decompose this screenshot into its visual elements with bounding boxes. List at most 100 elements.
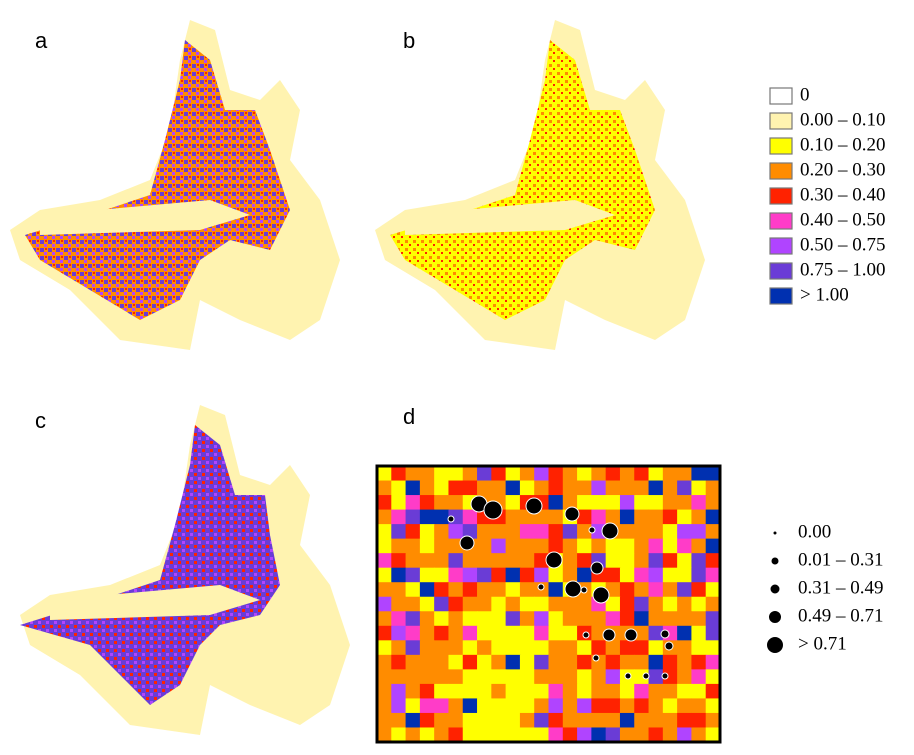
grid-cell [677, 524, 692, 539]
grid-cell [649, 611, 664, 626]
grid-cell [406, 539, 421, 554]
grid-cell [448, 669, 463, 684]
point [565, 507, 579, 521]
grid-cell [520, 611, 535, 626]
point [593, 587, 609, 603]
grid-cell [463, 684, 478, 699]
grid-cell [491, 684, 506, 699]
grid-cell [677, 597, 692, 612]
grid-cell [606, 510, 621, 525]
grid-cell [463, 713, 478, 728]
grid-cell [434, 597, 449, 612]
grid-cell [606, 466, 621, 481]
grid-cell [391, 495, 406, 510]
grid-cell [691, 640, 706, 655]
grid-cell [391, 640, 406, 655]
grid-cell [677, 495, 692, 510]
grid-cell [377, 626, 392, 641]
grid-cell [706, 713, 721, 728]
point [665, 642, 673, 650]
point [546, 552, 562, 568]
grid-cell [434, 553, 449, 568]
grid-cell [391, 481, 406, 496]
grid-cell [406, 626, 421, 641]
grid-cell [420, 698, 435, 713]
grid-cell [506, 698, 521, 713]
grid-cell [520, 597, 535, 612]
point [526, 498, 542, 514]
grid-cell [620, 524, 635, 539]
grid-cell [520, 568, 535, 583]
grid-cell [677, 481, 692, 496]
grid-cell [620, 582, 635, 597]
grid-cell [606, 655, 621, 670]
grid-cell [463, 553, 478, 568]
point [484, 501, 502, 519]
grid-cell [563, 568, 578, 583]
grid-cell [591, 698, 606, 713]
grid-cell [634, 611, 649, 626]
grid-cell [677, 640, 692, 655]
grid-cell [448, 655, 463, 670]
grid-cell [448, 481, 463, 496]
grid-cell [577, 698, 592, 713]
grid-cell [534, 640, 549, 655]
grid-cell [391, 727, 406, 742]
grid-cell [391, 568, 406, 583]
grid-cell [591, 611, 606, 626]
legend-label: 0.40 – 0.50 [800, 209, 886, 230]
legend-point [770, 584, 780, 594]
grid-cell [420, 466, 435, 481]
grid-cell [620, 713, 635, 728]
grid-cell [706, 597, 721, 612]
legend-label: 0.31 – 0.49 [798, 577, 884, 598]
grid-cell [506, 539, 521, 554]
grid-cell [620, 481, 635, 496]
legend-point [769, 611, 782, 624]
grid-cell [663, 466, 678, 481]
grid-cell [563, 684, 578, 699]
grid-cell [463, 510, 478, 525]
grid-cell [434, 698, 449, 713]
grid-cell [634, 495, 649, 510]
grid-cell [534, 713, 549, 728]
panel-label: c [35, 408, 46, 433]
grid-cell [534, 727, 549, 742]
legend-swatch [770, 288, 792, 304]
grid-cell [706, 727, 721, 742]
grid-cell [420, 727, 435, 742]
legend-label: 0.30 – 0.40 [800, 184, 886, 205]
grid-cell [420, 684, 435, 699]
grid-cell [706, 553, 721, 568]
legend-label: 0.50 – 0.75 [800, 234, 886, 255]
grid-cell [706, 495, 721, 510]
grid-cell [577, 466, 592, 481]
grid-cell [506, 713, 521, 728]
grid-cell [620, 495, 635, 510]
legend-swatch [770, 163, 792, 179]
grid-cell [406, 466, 421, 481]
grid-cell [463, 626, 478, 641]
grid-cell [377, 495, 392, 510]
grid-cell [520, 640, 535, 655]
grid-cell [677, 626, 692, 641]
grid-cell [506, 655, 521, 670]
grid-cell [534, 655, 549, 670]
grid-cell [691, 510, 706, 525]
panel-label: b [403, 28, 415, 53]
grid-cell [534, 597, 549, 612]
grid-cell [491, 698, 506, 713]
grid-cell [649, 655, 664, 670]
grid-cell [691, 495, 706, 510]
grid-cell [563, 727, 578, 742]
legend-label: > 0.71 [798, 633, 847, 654]
grid-cell [677, 539, 692, 554]
grid-cell [634, 684, 649, 699]
grid-cell [577, 481, 592, 496]
grid-cell [606, 684, 621, 699]
grid-cell [577, 568, 592, 583]
grid-cell [491, 582, 506, 597]
grid-cell [448, 611, 463, 626]
grid-cell [391, 582, 406, 597]
grid-cell [691, 655, 706, 670]
